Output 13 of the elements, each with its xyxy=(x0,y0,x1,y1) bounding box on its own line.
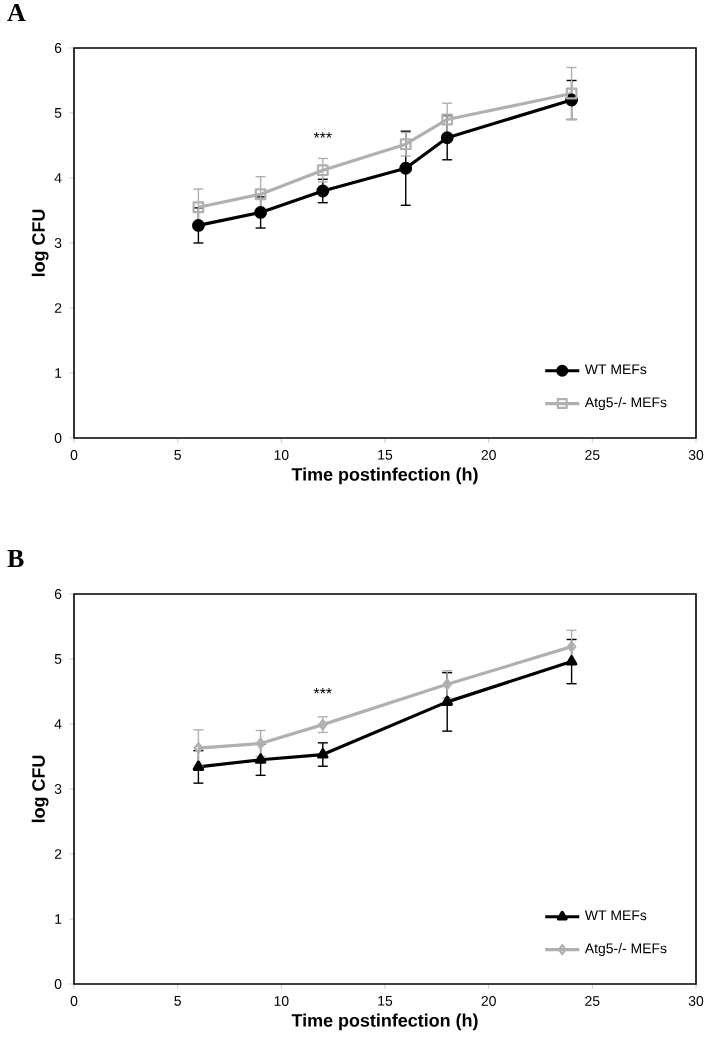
x-axis-title: Time postinfection (h) xyxy=(291,1013,478,1031)
y-axis-title: log CFU xyxy=(31,209,49,277)
chart-title: A xyxy=(7,3,26,21)
point xyxy=(254,206,267,219)
x-axis-title: Time postinfection (h) xyxy=(291,467,478,485)
point xyxy=(399,138,412,151)
point xyxy=(440,131,454,145)
chart-title: B xyxy=(7,549,24,567)
point xyxy=(399,161,413,175)
point xyxy=(565,87,578,100)
point xyxy=(317,748,329,759)
point xyxy=(192,219,205,232)
y-axis-title: log CFU xyxy=(31,755,49,823)
